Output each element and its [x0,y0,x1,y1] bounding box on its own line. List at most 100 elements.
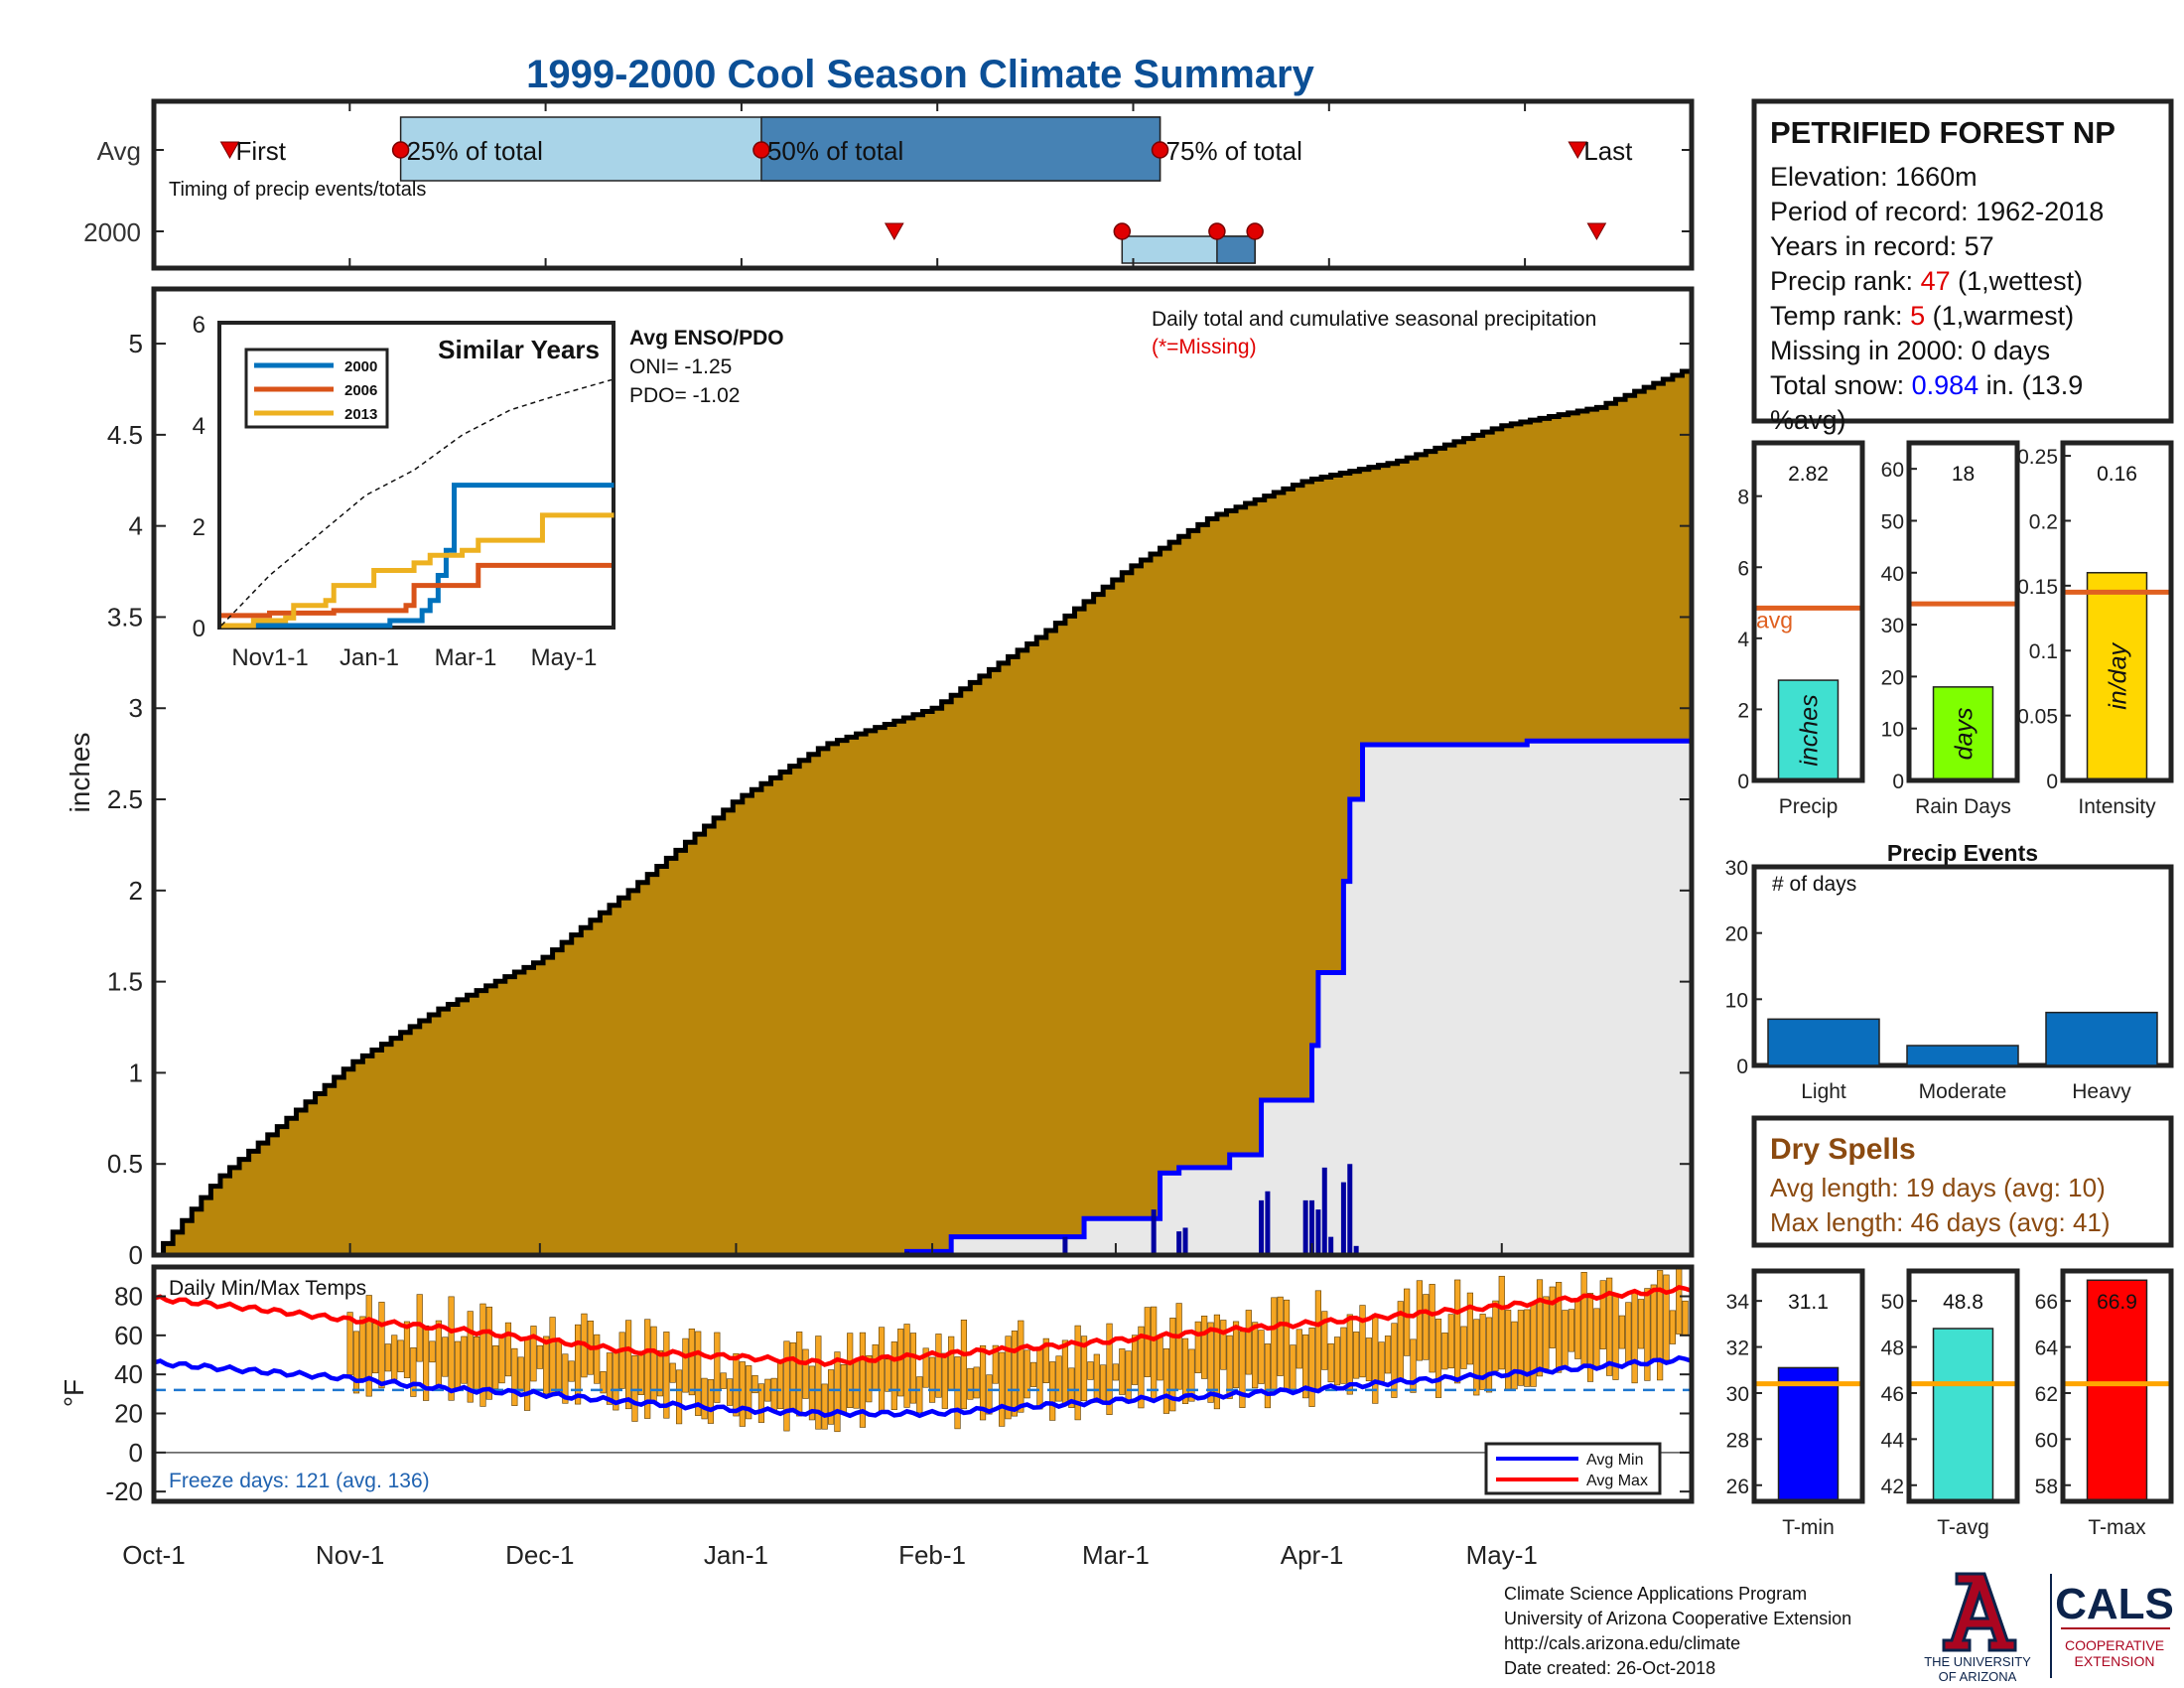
daily-temp-bar [365,1295,372,1397]
daily-temp-bar [967,1367,974,1400]
summary-tick-label: 60 [2035,1429,2058,1452]
daily-temp-bar [435,1320,442,1389]
cals-logo: CALS COOPERATIVE EXTENSION [2055,1580,2174,1669]
freeze-days-text: Freeze days: 121 (avg. 136) [169,1470,430,1492]
legend-avg-min-label: Avg Min [1586,1452,1644,1469]
station-elevation: Elevation: 1660m [1770,162,1978,192]
dry-spells-box: Dry Spells Avg length: 19 days (avg: 10)… [1751,1115,2174,1248]
daily-temp-bar [474,1336,480,1394]
main-ytick-label: 1.5 [107,967,143,997]
daily-temp-bar [1663,1274,1670,1361]
summary-panel-frame [2060,1268,2174,1504]
daily-temp-bar [1112,1363,1120,1381]
avg-max-line [153,1285,1693,1367]
summary-tick-label: 64 [2035,1337,2059,1360]
daily-temp-bar [1562,1310,1569,1367]
daily-temp-bar [1454,1279,1461,1384]
daily-temp-bar [644,1319,651,1419]
daily-precip-bars [891,1164,1359,1255]
daily-temp-bar [1365,1337,1372,1382]
dry-spells-max: Max length: 46 days (avg: 41) [1770,1207,2111,1237]
2000-75-marker [1246,222,1264,240]
daily-temp-bar [575,1324,582,1405]
daily-temp-bar [1574,1298,1581,1359]
legend-2006-label: 2006 [344,382,377,399]
summary-bar [1932,1328,1994,1502]
summary-tick-label: 48 [1881,1337,1904,1360]
summary-label: Rain Days [1915,795,2011,818]
summary-tick-label: 10 [1881,719,1904,742]
daily-temp-bar [847,1333,854,1408]
daily-temp-bar [776,1360,784,1409]
avg-min-line [153,1354,1693,1419]
daily-temp-bar [1517,1310,1524,1386]
daily-temp-bar [808,1365,816,1421]
event-tick-label: 20 [1725,923,1748,946]
daily-temp-bar [1485,1317,1493,1393]
2000-first-marker [884,222,904,241]
daily-temp-bar [1327,1342,1334,1383]
station-temp-rank: Temp rank: 5 (1,warmest) [1770,301,2074,331]
summary-panel-precip: inches avg 2.82 0 2 4 6 8 Precip [1737,440,1865,818]
main-ytick-label: 4 [129,511,143,541]
summary-bar [2086,572,2148,781]
summary-tick-label: 34 [1726,1291,1750,1314]
daily-temp-bar [853,1360,860,1409]
similar-years-avg-line [220,378,613,627]
daily-temp-bar [1252,1322,1259,1389]
footer-line-4: Date created: 26-Oct-2018 [1504,1658,1715,1678]
daily-temp-bar [973,1366,980,1399]
timing-label-p75: 75% of total [1166,136,1302,166]
x-axis-month-label: Jan-1 [704,1540,768,1570]
daily-temp-bar [726,1378,734,1406]
daily-temp-bar [498,1336,505,1384]
daily-temp-bar [1080,1336,1088,1402]
daily-temp-bar [359,1316,366,1379]
daily-temp-bar [1593,1308,1600,1367]
daily-temp-bar [372,1323,379,1374]
ua-line-2: OF ARIZONA [1939,1669,2017,1684]
enso-oni: ONI= -1.25 [629,355,732,378]
daily-temp-bar [746,1365,752,1420]
events-title: Precip Events [1887,840,2038,866]
timing-avg-range-50-75 [760,116,1161,182]
daily-temp-bar [827,1369,835,1425]
daily-temp-bar [757,1383,765,1423]
summary-panel-frame [2060,440,2174,783]
daily-temp-bar [909,1333,917,1404]
daily-temp-bar [378,1302,385,1389]
daily-temp-bar [1543,1296,1550,1369]
temp-ytick-label: 60 [114,1321,143,1350]
summary-tick-label: 0 [1737,771,1749,793]
daily-temp-bar [999,1351,1006,1427]
daily-temp-bar [1429,1284,1435,1373]
daily-temp-bar [885,1358,891,1392]
daily-temp-bar [384,1343,391,1372]
summary-tick-label: 32 [1726,1337,1749,1360]
daily-temp-bar [1606,1277,1613,1376]
daily-temp-bar [656,1349,664,1397]
daily-temp-bar [1220,1320,1227,1370]
station-info-box: PETRIFIED FOREST NP Elevation: 1660m Per… [1751,98,2174,435]
main-ytick-label: 3.5 [107,602,143,632]
main-ytick-label: 0 [129,1240,143,1270]
daily-temp-bar [391,1335,398,1380]
daily-temp-bar [568,1360,575,1382]
daily-temp-bar [1144,1307,1151,1377]
station-missing: Missing in 2000: 0 days [1770,336,2050,365]
daily-temp-bar [410,1347,417,1397]
summary-label: Intensity [2078,795,2156,818]
daily-temp-bar [543,1336,550,1394]
summary-label: T-min [1782,1516,1835,1539]
daily-temp-bar [1201,1316,1208,1379]
inset-title: Similar Years [438,335,600,364]
daily-temp-bar [1042,1337,1049,1383]
summary-bar [2086,1279,2148,1502]
summary-tick-label: 66 [2035,1291,2058,1314]
temp-plot-frame [151,1264,1695,1504]
daily-temp-bar [1333,1336,1341,1386]
daily-temp-bar [1175,1303,1182,1390]
daily-temp-bar [637,1350,644,1395]
daily-temp-bar [675,1369,683,1425]
daily-temp-bar [859,1332,867,1428]
